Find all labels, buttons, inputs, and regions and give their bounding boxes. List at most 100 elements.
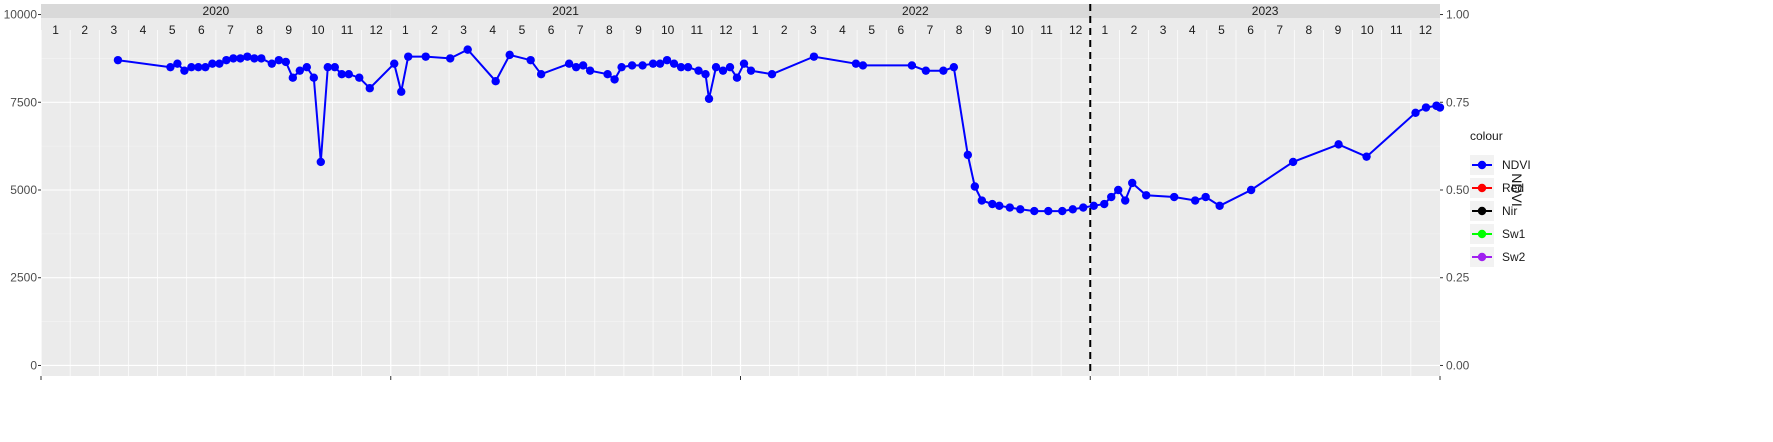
- data-point-ndvi: [739, 59, 749, 68]
- data-point-ndvi: [222, 55, 231, 65]
- year-strip-cell: [41, 4, 391, 18]
- data-point-ndvi: [603, 69, 612, 79]
- data-point-ndvi: [638, 61, 647, 70]
- left-tick-label: 7500: [10, 95, 37, 109]
- legend-key-point: [1477, 229, 1487, 239]
- month-label: 9: [285, 23, 292, 37]
- data-point-ndvi: [1030, 206, 1039, 216]
- month-label: 12: [1069, 23, 1083, 37]
- year-label: 2021: [552, 4, 579, 18]
- data-point-ndvi: [1288, 157, 1298, 167]
- legend-key-point: [1477, 160, 1487, 170]
- legend-item-label: Sw1: [1502, 227, 1526, 241]
- month-label: 5: [868, 23, 875, 37]
- data-point-ndvi: [250, 54, 259, 63]
- data-point-ndvi: [421, 52, 430, 61]
- right-axis-label: NDVI: [1509, 173, 1525, 206]
- data-point-ndvi: [187, 62, 196, 72]
- data-point-ndvi: [725, 62, 735, 72]
- data-point-ndvi: [330, 62, 339, 72]
- data-point-ndvi: [1128, 178, 1137, 188]
- right-tick-label: 0.75: [1446, 95, 1470, 109]
- month-label: 8: [1306, 23, 1313, 37]
- data-point-ndvi: [694, 66, 703, 75]
- data-point-ndvi: [166, 62, 175, 72]
- month-label: 3: [111, 23, 118, 37]
- month-label: 12: [1419, 23, 1433, 37]
- month-label: 6: [1247, 23, 1254, 37]
- month-label: 2: [781, 23, 788, 37]
- data-point-ndvi: [571, 62, 581, 72]
- data-point-ndvi: [669, 59, 679, 68]
- axes: 0 2500 5000 7500 10000 0.00 0.25 0.50 0.75 1.00: [4, 8, 1470, 380]
- legend-key-point: [1477, 252, 1487, 262]
- data-point-ndvi: [1114, 185, 1123, 195]
- month-label: 7: [1276, 23, 1283, 37]
- month-label: 2: [81, 23, 88, 37]
- data-point-ndvi: [446, 54, 455, 63]
- month-label: 5: [519, 23, 526, 37]
- data-point-ndvi: [274, 55, 284, 65]
- data-point-ndvi: [397, 87, 406, 96]
- left-tick-label: 0: [30, 358, 37, 372]
- month-label: 4: [489, 23, 496, 37]
- month-label: 3: [1160, 23, 1167, 37]
- data-point-ndvi: [578, 61, 588, 70]
- data-point-ndvi: [1215, 201, 1224, 210]
- month-label: 7: [927, 23, 934, 37]
- data-point-ndvi: [337, 69, 346, 79]
- month-label: 9: [985, 23, 992, 37]
- data-point-ndvi: [229, 54, 238, 63]
- right-tick-label: 0.25: [1446, 271, 1470, 285]
- series-group: [113, 45, 1445, 216]
- month-label: 7: [227, 23, 234, 37]
- data-point-ndvi: [995, 201, 1004, 210]
- data-point-ndvi: [1121, 196, 1130, 205]
- month-label: 6: [198, 23, 205, 37]
- data-point-ndvi: [1411, 108, 1420, 117]
- month-label: 1: [52, 23, 59, 37]
- data-point-ndvi: [939, 66, 948, 75]
- data-point-ndvi: [627, 61, 637, 70]
- month-label: 11: [1390, 23, 1403, 37]
- data-point-ndvi: [243, 52, 252, 61]
- month-label: 10: [661, 23, 675, 37]
- data-point-ndvi: [921, 66, 931, 75]
- left-tick-label: 5000: [10, 183, 37, 197]
- data-point-ndvi: [208, 59, 217, 68]
- data-point-ndvi: [851, 59, 861, 68]
- month-label: 8: [256, 23, 263, 37]
- data-point-ndvi: [662, 55, 672, 65]
- left-tick-label: 10000: [4, 8, 38, 22]
- data-point-ndvi: [344, 69, 353, 79]
- data-point-ndvi: [701, 69, 710, 79]
- data-point-ndvi: [963, 150, 973, 160]
- data-point-ndvi: [180, 66, 189, 75]
- data-point-ndvi: [281, 57, 291, 67]
- data-point-ndvi: [1016, 205, 1025, 214]
- year-label: 2023: [1252, 4, 1279, 18]
- left-tick-label: 2500: [10, 271, 37, 285]
- data-point-ndvi: [491, 77, 500, 86]
- data-point-ndvi: [1190, 196, 1200, 205]
- data-point-ndvi: [201, 62, 210, 72]
- data-point-ndvi: [704, 94, 714, 103]
- month-label: 5: [169, 23, 176, 37]
- data-point-ndvi: [316, 157, 325, 167]
- data-point-ndvi: [732, 73, 742, 82]
- right-tick-label: 0.00: [1446, 358, 1470, 372]
- data-point-ndvi: [718, 66, 728, 75]
- month-label: 7: [577, 23, 584, 37]
- data-point-ndvi: [302, 62, 312, 72]
- month-label: 11: [691, 23, 704, 37]
- data-point-ndvi: [1169, 192, 1179, 202]
- data-point-ndvi: [257, 54, 266, 63]
- data-point-ndvi: [463, 45, 472, 54]
- data-point-ndvi: [617, 62, 626, 72]
- month-label: 10: [311, 23, 325, 37]
- data-point-ndvi: [526, 55, 535, 65]
- data-point-ndvi: [1421, 103, 1431, 112]
- data-point-ndvi: [977, 196, 987, 205]
- legend-key-point: [1477, 206, 1487, 216]
